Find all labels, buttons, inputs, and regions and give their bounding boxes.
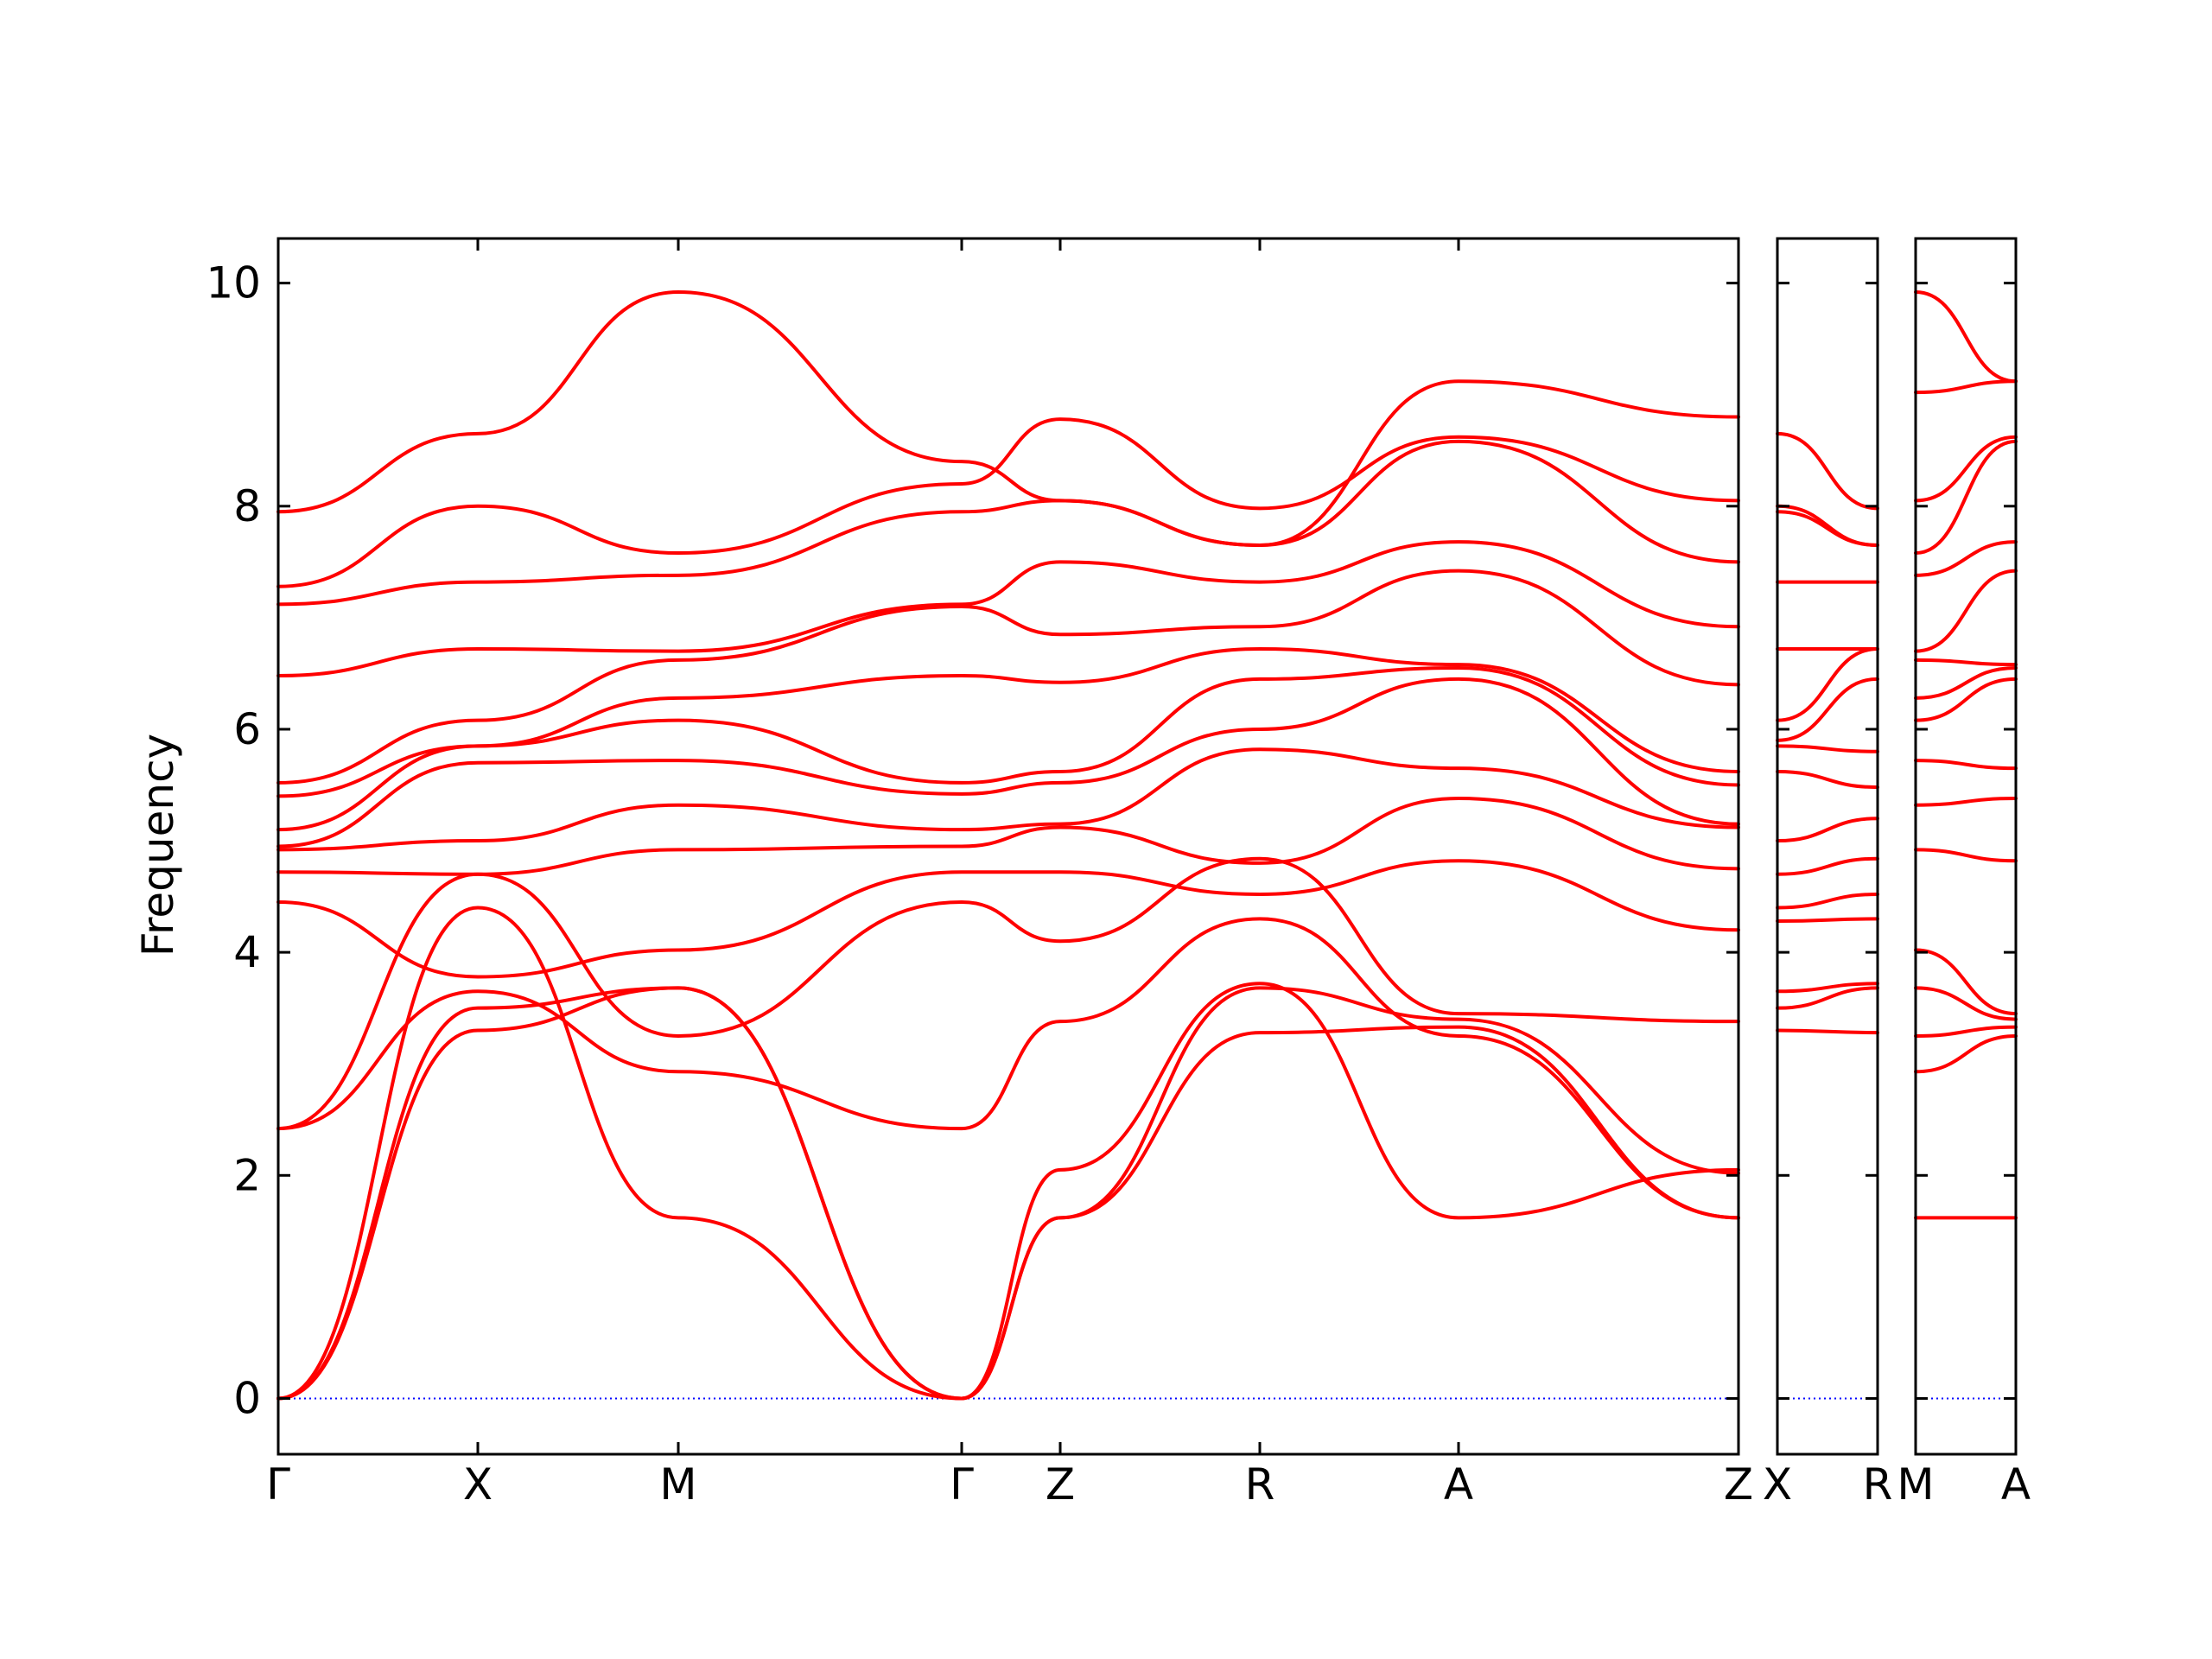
band-line <box>1776 1028 1879 1035</box>
band-line <box>1776 917 1879 923</box>
band-line <box>1914 435 2018 503</box>
band-line <box>1914 759 2018 771</box>
x-tick-label: Z <box>1046 1459 1075 1510</box>
band-line <box>276 677 1740 849</box>
x-tick-label: R <box>1863 1459 1893 1510</box>
band-line <box>1776 856 1879 876</box>
x-tick-label: X <box>1763 1459 1792 1510</box>
band-line <box>1776 431 1879 511</box>
x-tick-label: M <box>659 1459 696 1510</box>
band-line <box>1776 770 1879 790</box>
x-tick-label: Γ <box>950 1459 974 1510</box>
panel-frame <box>276 237 1740 1456</box>
band-line <box>1776 510 1879 547</box>
y-tick-label: 4 <box>233 927 261 977</box>
y-tick-label: 2 <box>233 1150 261 1200</box>
band-line <box>1914 540 2018 577</box>
band-line <box>1776 744 1879 753</box>
band-line <box>1914 289 2018 384</box>
band-line <box>276 796 1740 876</box>
y-tick-label: 8 <box>233 481 261 531</box>
y-axis-label: Frequency <box>133 734 183 957</box>
band-line <box>1776 982 1879 994</box>
y-tick-label: 6 <box>233 704 261 754</box>
x-tick-label: A <box>2001 1459 2031 1510</box>
x-tick-label: X <box>463 1459 493 1510</box>
band-line <box>1914 796 2018 807</box>
y-tick-label: 10 <box>206 258 261 308</box>
band-line <box>1776 677 1879 742</box>
band-line <box>276 917 1740 1220</box>
band-line <box>1914 948 2018 1016</box>
band-line <box>276 986 1740 1401</box>
band-line <box>1914 1033 2018 1074</box>
band-line <box>276 647 1740 798</box>
band-line <box>276 906 1740 1401</box>
band-line <box>1914 986 2018 1021</box>
x-tick-label: R <box>1245 1459 1275 1510</box>
band-line <box>1776 504 1879 547</box>
band-line <box>276 859 1740 979</box>
x-tick-label: Γ <box>266 1459 290 1510</box>
band-line <box>276 289 1740 547</box>
band-line <box>1776 647 1879 722</box>
band-line <box>1776 986 1879 1010</box>
y-tick-labels: 0 2 4 6 8 10 <box>206 258 261 1424</box>
x-tick-label: Z <box>1724 1459 1753 1510</box>
x-tick-label: M <box>1897 1459 1934 1510</box>
band-line <box>1914 848 2018 863</box>
panel-frame <box>1776 237 1879 1456</box>
band-line <box>1914 665 2018 700</box>
band-line <box>1776 893 1879 910</box>
band-line <box>276 569 1740 785</box>
band-line <box>1914 569 2018 653</box>
band-line <box>1914 658 2018 667</box>
band-line <box>1914 439 2018 556</box>
band-line <box>276 417 1740 588</box>
band-line <box>1914 379 2018 395</box>
band-line <box>276 439 1740 607</box>
band-line <box>276 540 1740 678</box>
band-line <box>276 747 1740 852</box>
band-line <box>1914 1025 2018 1038</box>
panel-frame <box>1914 237 2018 1456</box>
band-line <box>1776 817 1879 843</box>
x-tick-label: A <box>1444 1459 1473 1510</box>
band-line <box>1914 677 2018 722</box>
y-tick-label: 0 <box>233 1373 261 1423</box>
